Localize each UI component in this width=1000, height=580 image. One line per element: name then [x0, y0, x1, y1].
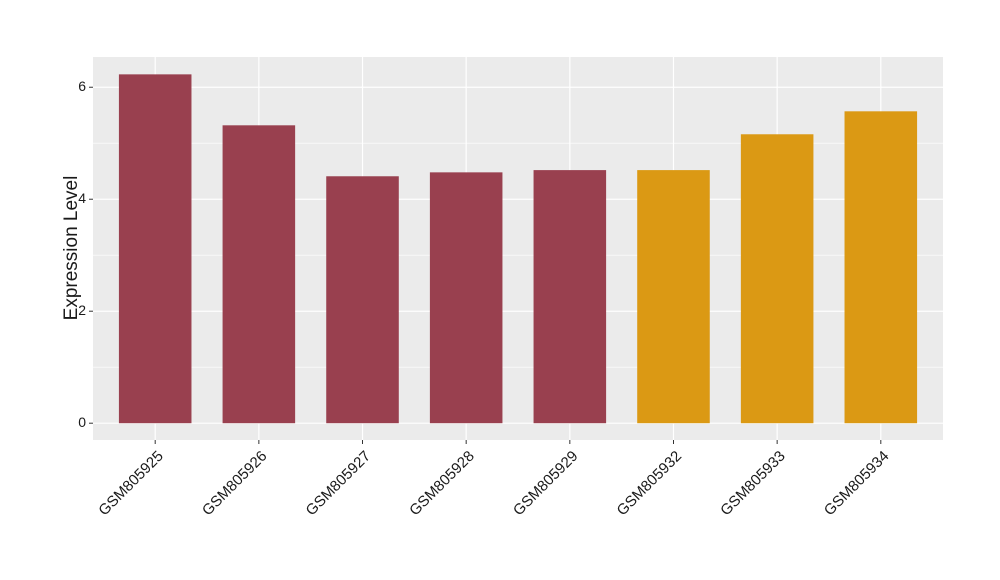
x-tick-label: GSM805927	[303, 448, 375, 520]
x-tick-label: GSM805932	[614, 448, 686, 520]
x-tick-label: GSM805933	[717, 448, 789, 520]
y-tick-label: 2	[78, 302, 86, 318]
x-tick-label: GSM805929	[510, 448, 582, 520]
bar	[740, 134, 814, 424]
bar	[637, 170, 710, 424]
y-tick-label: 0	[78, 414, 86, 430]
x-tick-label: GSM805925	[95, 448, 167, 520]
panel-background	[93, 57, 943, 440]
bar	[222, 125, 296, 424]
y-axis-title: Expression Level	[61, 176, 82, 321]
bar	[533, 170, 607, 424]
x-tick-label: GSM805928	[406, 448, 478, 520]
x-tick-label: GSM805934	[821, 448, 893, 520]
bar	[429, 172, 503, 424]
bar	[118, 74, 192, 424]
y-tick-label: 4	[78, 190, 86, 206]
bar	[844, 111, 918, 424]
x-tick-label: GSM805926	[199, 448, 271, 520]
y-tick-label: 6	[78, 78, 86, 94]
bar	[326, 176, 399, 424]
